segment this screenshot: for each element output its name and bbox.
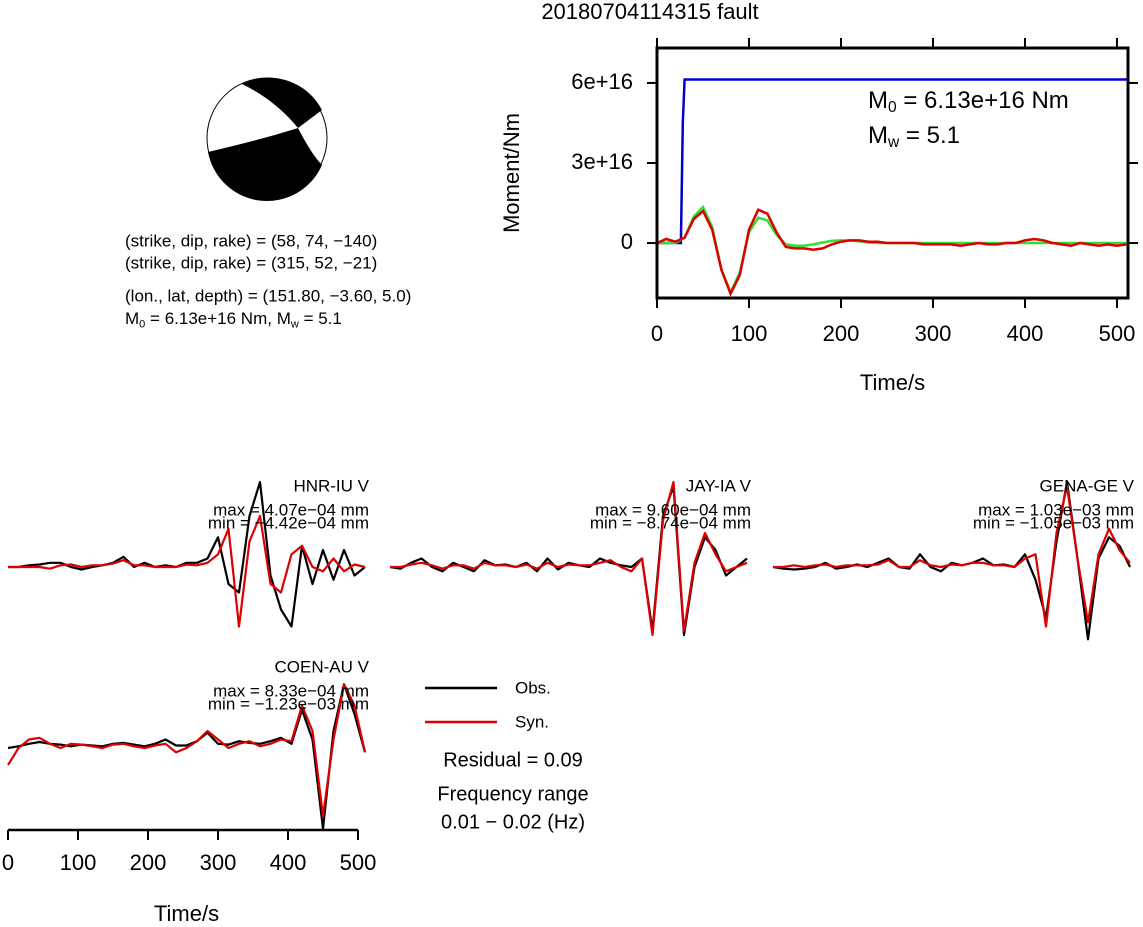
y-tick-label: 0 <box>621 229 633 254</box>
y-tick-label: 6e+16 <box>571 69 633 94</box>
x-tick-label: 100 <box>731 321 768 346</box>
mechanism-line: (strike, dip, rake) = (58, 74, −140) <box>125 231 377 250</box>
subscript: w <box>887 134 900 151</box>
max-label: max = 9.60e−04 mm <box>595 500 751 519</box>
station-label: HNR-IU V <box>293 476 369 495</box>
moment-line: M0 = 6.13e+16 Nm, Mw = 5.1 <box>125 309 342 330</box>
x-tick-label: 300 <box>200 850 237 875</box>
y-axis-label: Moment/Nm <box>499 113 524 233</box>
location-line: (lon., lat, depth) = (151.80, −3.60, 5.0… <box>125 286 411 305</box>
annotation: M0 = 6.13e+16 Nm <box>868 87 1069 116</box>
text-part: = 6.13e+16 Nm, M <box>145 309 291 328</box>
x-tick-label: 400 <box>270 850 307 875</box>
text-part: M <box>868 122 888 149</box>
x-tick-label: 200 <box>823 321 860 346</box>
subscript: 0 <box>888 99 897 116</box>
text-part: = 5.1 <box>299 309 342 328</box>
y-tick-label: 3e+16 <box>571 149 633 174</box>
text-part: M <box>868 87 888 114</box>
plot-frame <box>655 46 1130 300</box>
max-label: max = 1.03e−03 mm <box>978 500 1134 519</box>
residual: Residual = 0.09 <box>443 749 583 771</box>
x-tick-label: 200 <box>130 850 167 875</box>
beachball <box>206 77 328 202</box>
min-label: min = −1.23e−03 mm <box>208 694 369 713</box>
subscript: w <box>290 318 299 330</box>
waveform <box>8 514 366 628</box>
x-tick-label: 300 <box>915 321 952 346</box>
legend-label: Syn. <box>515 712 549 731</box>
frequency-range: 0.01 − 0.02 (Hz) <box>441 811 585 833</box>
subscript: 0 <box>139 318 145 330</box>
x-axis-label: Time/s <box>154 901 219 926</box>
figure-title: 20180704114315 fault <box>541 0 758 24</box>
mechanism-line: (strike, dip, rake) = (315, 52, −21) <box>125 253 377 272</box>
frequency-title: Frequency range <box>437 783 588 805</box>
x-axis-label: Time/s <box>860 370 925 395</box>
min-label: min = −1.05e−03 mm <box>973 513 1134 532</box>
station-label: COEN-AU V <box>275 657 370 676</box>
station-label: JAY-IA V <box>686 476 752 495</box>
max-label: max = 8.33e−04 mm <box>213 681 369 700</box>
min-label: min = −8.74e−04 mm <box>590 513 751 532</box>
x-tick-label: 100 <box>60 850 97 875</box>
max-label: max = 4.07e−04 mm <box>213 500 369 519</box>
x-tick-label: 0 <box>651 321 663 346</box>
min-label: min = −4.42e−04 mm <box>208 513 369 532</box>
legend-label: Obs. <box>515 678 551 697</box>
station-label: GENA-GE V <box>1040 476 1135 495</box>
text-part: M <box>125 309 139 328</box>
x-tick-label: 500 <box>1099 321 1136 346</box>
annotation: Mw = 5.1 <box>868 122 960 151</box>
x-tick-label: 0 <box>2 850 14 875</box>
series-line <box>656 208 1127 297</box>
text-part: = 5.1 <box>899 122 960 149</box>
waveform <box>773 485 1131 628</box>
x-tick-label: 400 <box>1007 321 1044 346</box>
text-part: = 6.13e+16 Nm <box>897 87 1069 114</box>
waveform <box>7 683 367 818</box>
x-tick-label: 500 <box>340 850 377 875</box>
waveform <box>390 480 748 637</box>
